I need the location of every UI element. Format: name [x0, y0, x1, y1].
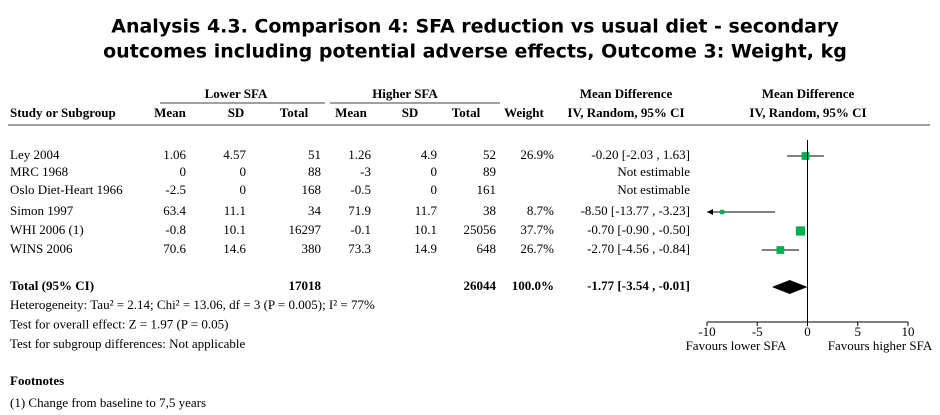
cell: 168: [302, 182, 322, 197]
cell: 63.4: [163, 203, 186, 218]
study-name: WHI 2006 (1): [10, 222, 84, 237]
footnote: (1) Change from baseline to 7,5 years: [10, 395, 206, 410]
note: Heterogeneity: Tau² = 2.14; Chi² = 13.06…: [10, 297, 375, 312]
cell: 71.9: [348, 203, 371, 218]
footnotes-title: Footnotes: [10, 373, 64, 388]
study-name: Ley 2004: [10, 147, 60, 162]
ci-label: Not estimable: [617, 182, 690, 197]
title: Analysis 4.3. Comparison 4: SFA reductio…: [111, 16, 839, 38]
cell: -0.8: [165, 222, 186, 237]
ci-label: Not estimable: [617, 164, 690, 179]
cell: 0: [431, 182, 438, 197]
group-header: Mean Difference: [580, 86, 673, 101]
cell: 4.9: [421, 147, 437, 162]
cell: 26.9%: [520, 147, 554, 162]
cell: 1.06: [163, 147, 186, 162]
total-cell: -1.77 [-3.54 , -0.01]: [587, 278, 690, 293]
study-name: Oslo Diet-Heart 1966: [10, 182, 123, 197]
favours-label: Favours higher SFA: [828, 338, 933, 353]
cell: 26.7%: [520, 241, 554, 256]
cell: 0: [240, 182, 247, 197]
column-header: Total: [280, 105, 309, 120]
cell: 380: [302, 241, 322, 256]
column-header: SD: [228, 105, 245, 120]
title: outcomes including potential adverse eff…: [103, 41, 847, 63]
cell: -0.1: [350, 222, 371, 237]
cell: 14.9: [414, 241, 437, 256]
cell: 0: [431, 164, 438, 179]
group-header: Higher SFA: [372, 86, 438, 101]
cell: 4.57: [223, 147, 246, 162]
total-label: Total (95% CI): [10, 278, 94, 293]
cell: -3: [360, 164, 371, 179]
cell: 14.6: [223, 241, 246, 256]
column-header: Total: [452, 105, 481, 120]
x-tick-label: 5: [855, 324, 862, 339]
column-header: Weight: [504, 105, 544, 120]
note: Test for overall effect: Z = 1.97 (P = 0…: [10, 316, 228, 331]
total-cell: 100.0%: [512, 278, 554, 293]
column-header: IV, Random, 95% CI: [749, 105, 866, 120]
column-header: IV, Random, 95% CI: [567, 105, 684, 120]
cell: 70.6: [163, 241, 186, 256]
x-tick-label: 0: [804, 324, 811, 339]
cell: 0: [180, 164, 187, 179]
cell: 11.7: [415, 203, 438, 218]
column-header: Mean: [335, 105, 368, 120]
column-header: Study or Subgroup: [10, 105, 116, 120]
cell: 88: [308, 164, 321, 179]
cell: 52: [483, 147, 496, 162]
study-name: Simon 1997: [10, 203, 74, 218]
cell: 11.1: [224, 203, 246, 218]
cell: -0.5: [350, 182, 371, 197]
effect-square: [776, 246, 785, 254]
column-header: Mean: [154, 105, 187, 120]
ci-label: -0.70 [-0.90 , -0.50]: [587, 222, 690, 237]
note: Test for subgroup differences: Not appli…: [10, 336, 246, 351]
ci-label: -0.20 [-2.03 , 1.63]: [591, 147, 690, 162]
study-name: MRC 1968: [10, 164, 68, 179]
group-header: Mean Difference: [762, 86, 855, 101]
cell: 38: [483, 203, 496, 218]
cell: 37.7%: [520, 222, 554, 237]
cell: -2.5: [165, 182, 186, 197]
favours-label: Favours lower SFA: [686, 338, 787, 353]
cell: 0: [240, 164, 247, 179]
cell: 25056: [464, 222, 497, 237]
effect-square: [801, 152, 810, 160]
total-cell: 26044: [464, 278, 497, 293]
effect-square: [719, 209, 725, 215]
x-tick-label: -10: [698, 324, 715, 339]
cell: 648: [477, 241, 497, 256]
summary-diamond: [771, 280, 808, 294]
group-header: Lower SFA: [205, 86, 268, 101]
cell: 73.3: [348, 241, 371, 256]
cell: 1.26: [348, 147, 371, 162]
cell: 34: [308, 203, 322, 218]
ci-label: -2.70 [-4.56 , -0.84]: [587, 241, 690, 256]
cell: 51: [308, 147, 321, 162]
cell: 161: [477, 182, 497, 197]
ci-label: -8.50 [-13.77 , -3.23]: [581, 203, 690, 218]
study-name: WINS 2006: [10, 241, 73, 256]
x-tick-label: 10: [902, 324, 915, 339]
total-cell: 17018: [289, 278, 322, 293]
cell: 10.1: [223, 222, 246, 237]
ci-arrow: [707, 209, 713, 215]
column-header: SD: [402, 105, 419, 120]
cell: 8.7%: [527, 203, 554, 218]
effect-square: [795, 226, 806, 236]
cell: 89: [483, 164, 496, 179]
cell: 16297: [289, 222, 322, 237]
x-tick-label: -5: [752, 324, 763, 339]
cell: 10.1: [414, 222, 437, 237]
